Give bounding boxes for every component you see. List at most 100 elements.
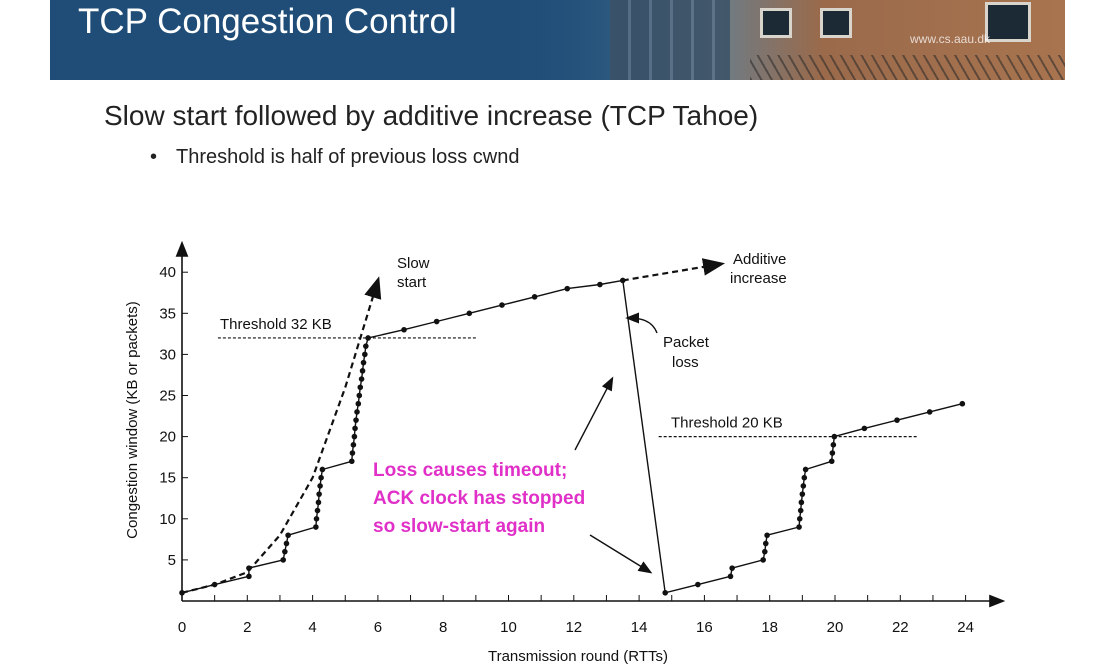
data-point [861,425,868,432]
data-point [349,450,356,456]
data-point [313,516,320,522]
data-point [351,433,358,440]
threshold-lines: Threshold 32 KB Threshold 20 KB [217,316,917,438]
data-point [802,466,809,473]
data-point [796,516,803,522]
banner-window [760,8,792,38]
annotation-packet-loss: loss [672,354,699,371]
series-lines [181,258,963,594]
data-point [365,335,371,341]
annotation-timeout: so slow-start again [373,516,545,537]
threshold-label: Threshold 32 KB [220,316,332,333]
data-point [727,573,734,580]
data-point [695,581,701,588]
y-tick-label: 35 [159,305,176,322]
data-point [352,425,358,432]
data-point [316,491,322,497]
data-point [246,565,252,571]
data-point [619,277,626,284]
slide-subtitle: Slow start followed by additive increase… [104,100,759,131]
data-point [315,499,322,506]
chart-axes: 0 2 4 6 8 10 12 14 16 18 20 22 24510152025303540Tran… [124,240,1006,665]
packet-loss-arrow [625,312,658,334]
banner-window [820,8,852,38]
data-point [801,474,808,481]
x-tick-label: 24 [957,619,974,636]
data-point [317,483,323,489]
data-point [283,540,290,547]
bullet-item: • Threshold is half of previous loss cwnd [150,146,520,169]
data-point [800,483,807,489]
annotation-timeout: Loss causes timeout; [373,460,567,481]
x-tick-label: 20 [827,619,844,636]
x-tick-label: 14 [631,619,648,636]
x-tick-label: 22 [892,619,909,636]
annotation-slow-start: start [397,274,427,291]
x-tick-label: 18 [761,619,778,636]
data-point [360,359,367,366]
slide-title: TCP Congestion Control [78,2,457,41]
banner-bicycles [750,55,1065,80]
data-point [662,589,669,596]
x-axis-label: Transmission round (RTTs) [488,648,668,665]
x-tick-label: 2 [243,619,251,636]
x-tick-label: 10 [500,619,517,636]
bullet-text: Threshold is half of previous loss cwnd [176,146,520,168]
data-point [797,507,804,514]
banner-building-glass [610,0,730,80]
timeout-arrow-down [589,534,653,574]
data-point [729,565,735,571]
data-point [318,474,324,481]
annotation-packet-loss: Packet [663,334,710,351]
x-tick-label: 6 [374,619,382,636]
x-tick-label: 0 [178,619,186,636]
data-point [760,557,766,563]
y-tick-label: 15 [159,470,176,487]
y-axis-label: Congestion window (KB or packets) [124,301,141,539]
data-point [354,409,360,415]
y-tick-label: 25 [159,388,176,405]
header-banner: TCP Congestion Control www.cs.aau.dk [50,0,1065,80]
data-point [762,548,768,555]
banner-window [985,2,1031,42]
data-point [246,573,252,580]
data-point [355,400,362,407]
data-point [356,392,363,399]
annotation-timeout: ACK clock has stopped [373,488,585,509]
threshold-label: Threshold 20 KB [671,415,783,432]
data-point [179,589,185,596]
data-point [829,450,836,456]
data-point [359,368,366,374]
data-point [531,294,538,300]
data-point [799,491,806,497]
data-point [285,532,291,539]
data-point [433,318,440,325]
y-tick-label: 5 [168,552,176,569]
data-point [353,417,359,423]
data-point [466,310,473,317]
data-point [564,285,571,292]
data-point [798,499,805,506]
data-point [282,548,288,555]
data-point [211,581,218,588]
y-tick-label: 30 [159,346,176,363]
data-point [762,540,769,547]
x-tick-label: 4 [308,619,316,636]
data-point [499,302,505,308]
dashed-series-line [622,258,726,282]
data-point [280,557,287,563]
series-points [179,277,966,596]
y-tick-label: 20 [159,429,176,446]
data-point [348,458,355,465]
data-point [830,442,837,448]
y-tick-label: 40 [159,264,176,281]
annotation-slow-start: Slow [397,255,430,272]
cwnd-series-line [181,279,963,594]
bullet-dot-icon: • [150,146,158,168]
data-point [314,507,321,514]
data-point [350,442,357,448]
x-tick-label: 12 [565,619,582,636]
data-point [828,458,835,465]
banner-url: www.cs.aau.dk [910,32,991,46]
